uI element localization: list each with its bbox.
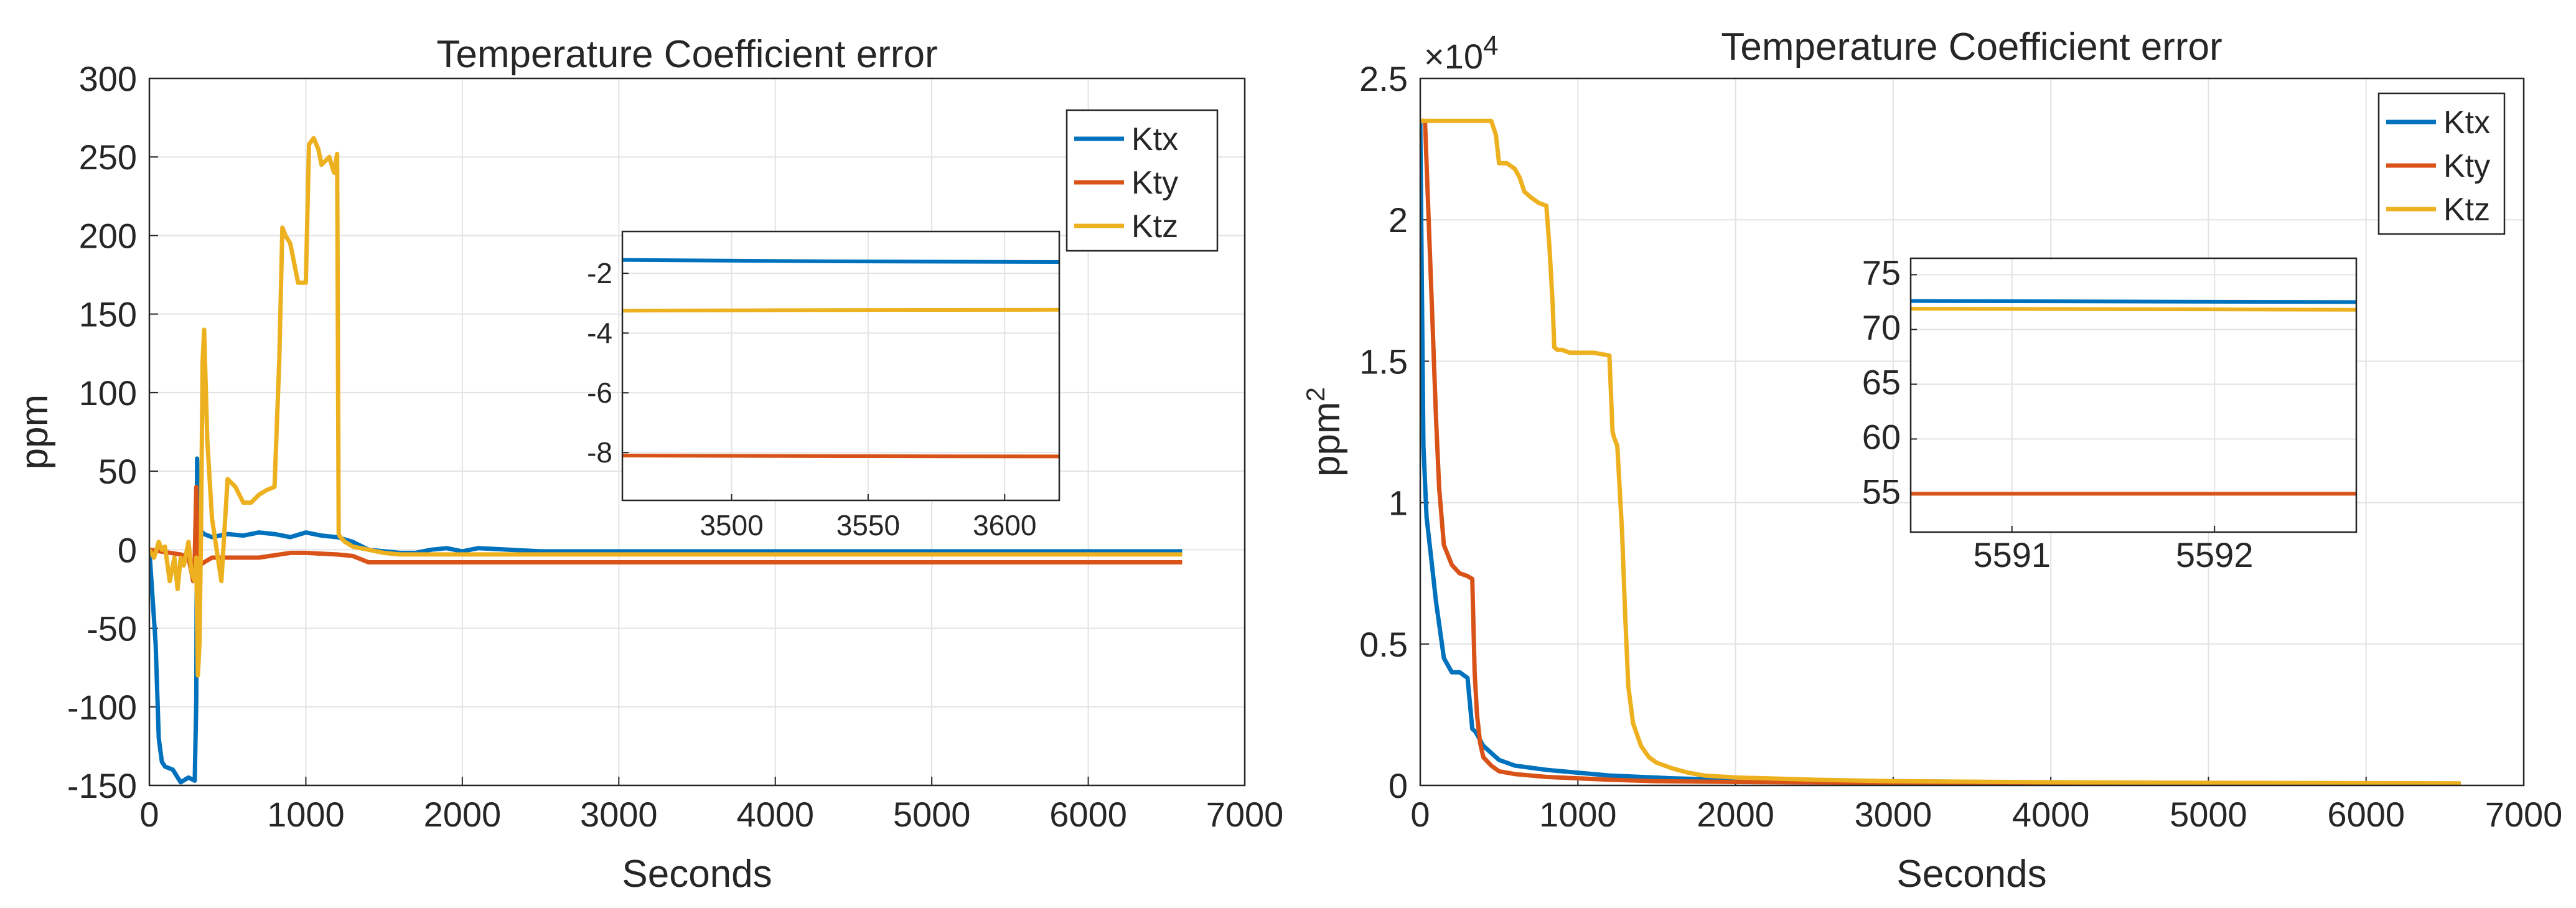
x-tick-label: 6000	[2327, 795, 2405, 834]
legend-label-ktx: Ktx	[2443, 105, 2490, 141]
x-tick-label: 3000	[580, 795, 658, 834]
x-tick-label: 0	[1410, 795, 1430, 834]
y-tick-label: 250	[79, 138, 137, 177]
inset-y-tick-label: -6	[587, 377, 612, 409]
y-tick-label: 150	[79, 295, 137, 334]
x-tick-label: 2000	[424, 795, 502, 834]
x-tick-label: 1000	[1539, 795, 1617, 834]
y-tick-label: 1	[1389, 484, 1408, 523]
y-exponent-label: ×104	[1424, 30, 1498, 76]
right-chart: 0 1000 2000 3000 4000 5000 6000 7000 0 0.5 1 1.5 2 2.…	[1301, 26, 2562, 896]
x-tick-label: 7000	[2485, 795, 2563, 834]
legend-label-ktx: Ktx	[1131, 121, 1178, 157]
inset: 5591 5592 75 70 65 60 55	[1862, 253, 2358, 574]
chart-title: Temperature Coefficient error	[1721, 26, 2222, 68]
inset: 3500 3550 3600 -2 -4 -6 -8	[587, 230, 1061, 541]
x-axis-label: Seconds	[622, 853, 772, 896]
series-group	[149, 136, 1183, 785]
legend: Ktx Kty Ktz	[1066, 109, 1219, 252]
y-tick-label: 50	[98, 452, 137, 491]
y-tick-label: -100	[67, 688, 137, 727]
inset-y-tick-label: 55	[1862, 472, 1901, 511]
inset-y-tick-label: 75	[1862, 253, 1901, 292]
inset-y-tick-label: 70	[1862, 307, 1901, 347]
y-axis-label: ppm	[13, 395, 56, 470]
inset-y-tick-label: 60	[1862, 417, 1901, 456]
y-axis-label-text: ppm	[1305, 401, 1348, 477]
left-chart: 0 1000 2000 3000 4000 5000 6000 7000-150-100-50…	[13, 33, 1283, 896]
x-tick-label: 0	[139, 795, 159, 834]
inset-series-line-ktx	[1910, 299, 2357, 304]
inset-area	[1911, 258, 2356, 532]
y-tick-label: 2	[1389, 200, 1408, 240]
y-axis-label-superscript: 2	[1301, 387, 1330, 401]
series-line-kty	[1420, 118, 2461, 785]
series-line-ktx	[149, 456, 1183, 785]
inset-y-tick-label: -2	[587, 257, 612, 289]
legend-label-kty: Kty	[1131, 165, 1178, 201]
y-tick-label: 300	[79, 59, 137, 98]
inset-x-tick-label: 3600	[973, 509, 1036, 541]
inset-x-tick-label: 3500	[700, 509, 763, 541]
inset-box	[1909, 257, 2358, 533]
inset-area	[622, 232, 1059, 500]
y-axis-label-text: ppm	[13, 395, 56, 470]
y-tick-label: -150	[67, 766, 137, 805]
inset-box	[621, 230, 1061, 502]
x-axis-label: Seconds	[1896, 853, 2046, 896]
y-tick-label: 2.5	[1359, 59, 1408, 98]
legend-label-ktz: Ktz	[1131, 208, 1178, 245]
inset-series-line-ktx	[622, 258, 1060, 264]
y-exponent-base: ×10	[1424, 37, 1483, 76]
inset-y-tick-label: 65	[1862, 362, 1901, 401]
x-tick-label: 4000	[2012, 795, 2090, 834]
y-tick-label: 200	[79, 216, 137, 255]
series-line-ktz	[1420, 118, 2461, 785]
y-tick-label: 1.5	[1359, 342, 1408, 381]
legend: Ktx Kty Ktz	[2377, 92, 2506, 235]
inset-series-line-ktz	[622, 307, 1060, 313]
legend-label-kty: Kty	[2443, 148, 2490, 184]
inset-x-tick-label: 3550	[836, 509, 900, 541]
y-tick-label: 0.5	[1359, 625, 1408, 664]
legend-label-ktz: Ktz	[2443, 192, 2490, 228]
inset-y-tick-label: -4	[587, 317, 612, 349]
x-tick-label: 4000	[736, 795, 814, 834]
inset-series-line-ktz	[1910, 307, 2357, 312]
y-exponent-power: 4	[1483, 30, 1498, 61]
x-tick-label: 7000	[1206, 795, 1284, 834]
axes-box	[148, 77, 1246, 787]
x-tick-label: 3000	[1855, 795, 1932, 834]
series-line-ktz	[149, 136, 1183, 678]
axes-box	[1419, 77, 2525, 787]
inset-x-tick-label: 5592	[2176, 535, 2254, 574]
series-group	[1420, 118, 2461, 785]
x-tick-label: 5000	[2170, 795, 2247, 834]
y-tick-label: 0	[118, 530, 137, 569]
y-axis-label: ppm2	[1301, 387, 1348, 477]
inset-y-tick-label: -8	[587, 436, 612, 469]
chart-title: Temperature Coefficient error	[436, 33, 937, 76]
x-tick-label: 6000	[1049, 795, 1127, 834]
inset-x-tick-label: 5591	[1973, 535, 2051, 574]
x-tick-label: 1000	[267, 795, 345, 834]
x-tick-label: 2000	[1697, 795, 1774, 834]
y-tick-label: 100	[79, 373, 137, 413]
y-tick-label: 0	[1389, 766, 1408, 805]
y-tick-label: -50	[87, 609, 137, 648]
x-tick-label: 5000	[893, 795, 971, 834]
